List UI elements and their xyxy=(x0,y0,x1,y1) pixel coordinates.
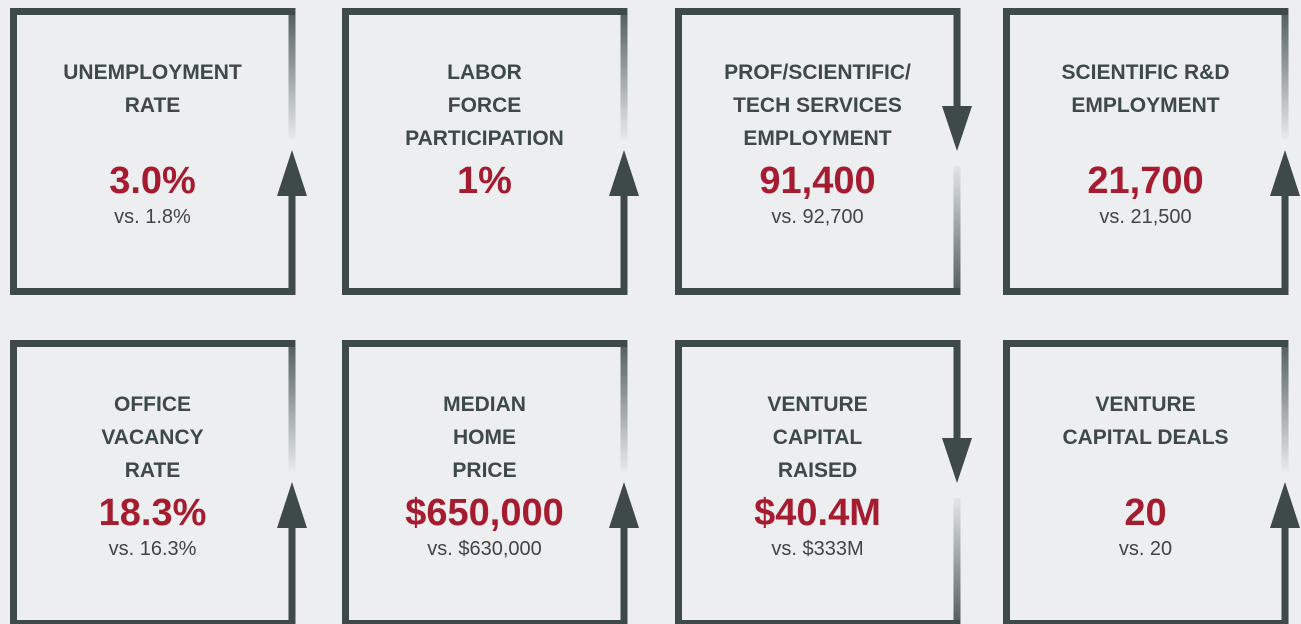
card-border xyxy=(10,8,17,295)
kpi-value: $40.4M xyxy=(754,492,881,534)
trend-arrow xyxy=(941,340,972,624)
card-title: VENTURE CAPITAL RAISED xyxy=(675,388,960,487)
card-border xyxy=(10,340,295,347)
trend-arrow xyxy=(276,8,307,295)
kpi-card: LABOR FORCE PARTICIPATION 1% xyxy=(342,8,639,295)
title-line: OFFICE xyxy=(114,393,191,416)
title-line: RATE xyxy=(124,94,181,117)
card-title: VENTURE CAPITAL DEALS xyxy=(1003,388,1288,454)
title-line: PROF/SCIENTIFIC/ xyxy=(724,61,911,84)
trend-arrow xyxy=(608,8,639,295)
kpi-value: 21,700 xyxy=(1087,160,1204,202)
title-line: SCIENTIFIC R&D xyxy=(1061,61,1230,84)
title-line: MEDIAN xyxy=(443,393,526,416)
kpi-card: VENTURE CAPITAL DEALS 20 vs. 20 xyxy=(1003,340,1300,624)
card-title: OFFICE VACANCY RATE xyxy=(10,388,295,487)
title-line: RAISED xyxy=(777,459,858,482)
trend-arrow xyxy=(608,340,639,624)
title-line: PRICE xyxy=(452,459,517,482)
kpi-value: 1% xyxy=(457,160,512,202)
trend-arrow xyxy=(941,8,972,295)
card-border xyxy=(342,620,627,624)
kpi-value: 18.3% xyxy=(98,492,207,534)
kpi-value: 20 xyxy=(1124,492,1167,534)
title-line: CAPITAL DEALS xyxy=(1062,426,1229,449)
card-border xyxy=(675,288,960,295)
kpi-card: PROF/SCIENTIFIC/TECH SERVICES EMPLOYMENT 9… xyxy=(675,8,972,295)
comparison: vs. $630,000 xyxy=(427,538,542,560)
card-border xyxy=(1003,340,1010,624)
title-line: EMPLOYMENT xyxy=(1071,94,1220,117)
kpi-value: 3.0% xyxy=(109,160,196,202)
kpi-card: OFFICE VACANCY RATE 18.3% vs. 16.3% xyxy=(10,340,307,624)
kpi-card: SCIENTIFIC R&D EMPLOYMENT 21,700 vs. 21,500 xyxy=(1003,8,1300,295)
card-border xyxy=(342,8,627,15)
title-line: LABOR xyxy=(447,61,522,84)
title-line: CAPITAL xyxy=(772,426,863,449)
title-line: RATE xyxy=(124,459,181,482)
card-title: PROF/SCIENTIFIC/TECH SERVICES EMPLOYMENT xyxy=(675,56,960,155)
card-border xyxy=(675,8,960,15)
card-border xyxy=(10,620,295,624)
kpi-value: $650,000 xyxy=(405,492,564,534)
card-border xyxy=(342,8,349,295)
title-line: TECH SERVICES xyxy=(733,94,902,117)
comparison: vs. 20 xyxy=(1118,538,1173,560)
title-line: VENTURE xyxy=(767,393,868,416)
card-border xyxy=(1003,8,1010,295)
card-border xyxy=(342,288,627,295)
kpi-card: VENTURE CAPITAL RAISED $40.4M vs. $333M xyxy=(675,340,972,624)
kpi-card: MEDIAN HOME PRICE $650,000 vs. $630,000 xyxy=(342,340,639,624)
card-border xyxy=(1003,620,1288,624)
card-border xyxy=(10,8,295,15)
comparison: vs. 92,700 xyxy=(771,206,864,228)
card-border xyxy=(342,340,349,624)
kpi-value: 91,400 xyxy=(759,160,876,202)
trend-arrow xyxy=(1269,340,1300,624)
card-border xyxy=(675,8,682,295)
card-border xyxy=(675,340,682,624)
comparison: vs. $333M xyxy=(771,538,864,560)
card-border xyxy=(675,340,960,347)
card-title: SCIENTIFIC R&D EMPLOYMENT xyxy=(1003,56,1288,122)
comparison: vs. 16.3% xyxy=(108,538,197,560)
card-border xyxy=(1003,8,1288,15)
title-line: PARTICIPATION xyxy=(405,127,564,150)
trend-arrow xyxy=(1269,8,1300,295)
trend-arrow xyxy=(276,340,307,624)
title-line: UNEMPLOYMENT xyxy=(63,61,242,84)
title-line: EMPLOYMENT xyxy=(743,127,892,150)
card-border xyxy=(10,288,295,295)
title-line: VENTURE xyxy=(1095,393,1196,416)
title-line: VACANCY xyxy=(101,426,204,449)
card-title: MEDIAN HOME PRICE xyxy=(342,388,627,487)
comparison: vs. 21,500 xyxy=(1099,206,1192,228)
card-border xyxy=(675,620,960,624)
card-border xyxy=(1003,340,1288,347)
card-title: LABOR FORCE PARTICIPATION xyxy=(342,56,627,155)
title-line: HOME xyxy=(453,426,516,449)
card-title: UNEMPLOYMENT RATE xyxy=(10,56,295,122)
card-border xyxy=(1003,288,1288,295)
comparison: vs. 1.8% xyxy=(114,206,191,228)
kpi-card: UNEMPLOYMENT RATE 3.0% vs. 1.8% xyxy=(10,8,307,295)
title-line: FORCE xyxy=(447,94,522,117)
card-border xyxy=(10,340,17,624)
card-border xyxy=(342,340,627,347)
